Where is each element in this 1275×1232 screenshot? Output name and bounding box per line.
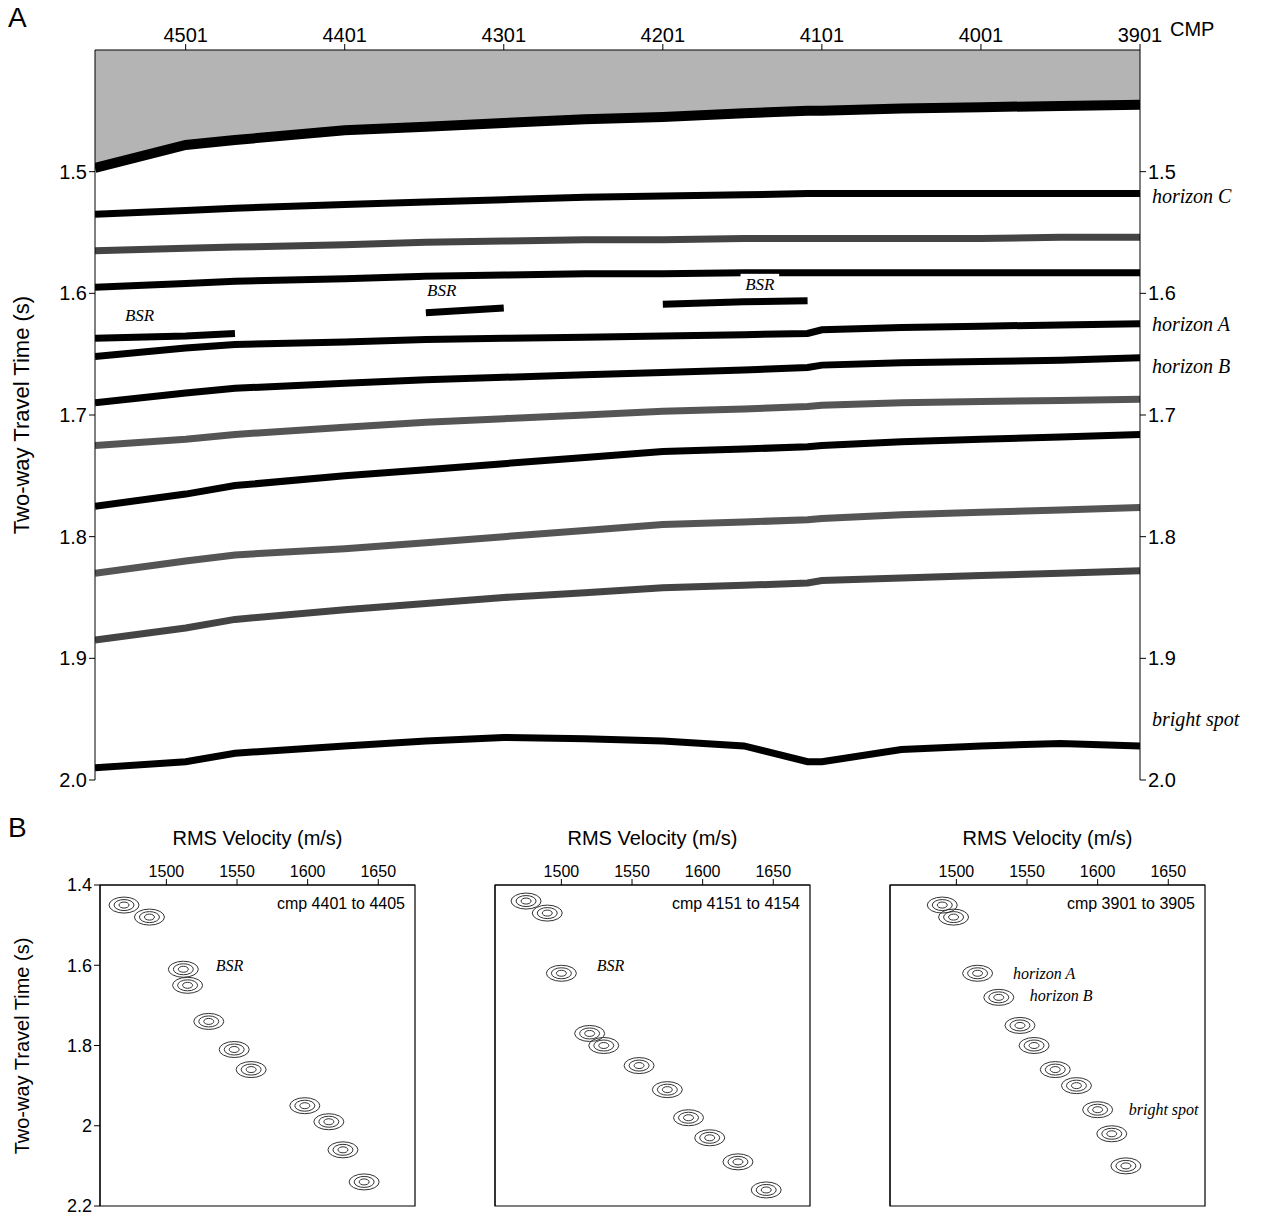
svg-text:1.5: 1.5	[1148, 161, 1176, 183]
svg-text:4201: 4201	[641, 24, 686, 46]
svg-text:bright spot: bright spot	[1152, 708, 1240, 731]
svg-text:cmp 3901 to 3905: cmp 3901 to 3905	[1067, 895, 1195, 912]
html-text:Two-way Travel Time (s): Two-way Travel Time (s)	[10, 937, 33, 1154]
svg-text:BSR: BSR	[745, 275, 775, 294]
svg-text:1.7: 1.7	[1148, 404, 1176, 426]
svg-text:1.8: 1.8	[1148, 526, 1176, 548]
svg-text:horizon A: horizon A	[1013, 965, 1076, 982]
svg-text:1500: 1500	[544, 863, 580, 880]
svg-text:1550: 1550	[1009, 863, 1045, 880]
html-text:CMP: CMP	[1170, 18, 1215, 40]
html-text:RMS Velocity (m/s): RMS Velocity (m/s)	[567, 827, 738, 849]
svg-text:1.8: 1.8	[67, 1036, 92, 1056]
svg-text:cmp 4401 to 4405: cmp 4401 to 4405	[277, 895, 405, 912]
svg-text:bright spot: bright spot	[1129, 1101, 1199, 1119]
svg-text:4001: 4001	[959, 24, 1004, 46]
svg-text:2.0: 2.0	[59, 769, 87, 791]
svg-text:1500: 1500	[149, 863, 185, 880]
svg-text:4101: 4101	[800, 24, 845, 46]
svg-text:1650: 1650	[360, 863, 396, 880]
html-text:RMS Velocity (m/s): RMS Velocity (m/s)	[962, 827, 1133, 849]
svg-text:1.8: 1.8	[59, 526, 87, 548]
svg-text:BSR: BSR	[427, 281, 457, 300]
svg-text:BSR: BSR	[125, 306, 155, 325]
html-text:A: A	[8, 2, 27, 33]
svg-text:3901: 3901	[1118, 24, 1163, 46]
svg-text:cmp 4151 to 4154: cmp 4151 to 4154	[672, 895, 800, 912]
svg-text:1550: 1550	[219, 863, 255, 880]
svg-text:1.6: 1.6	[1148, 282, 1176, 304]
html-text:B: B	[8, 812, 27, 843]
svg-text:4401: 4401	[322, 24, 367, 46]
svg-text:1.9: 1.9	[1148, 647, 1176, 669]
svg-text:2.0: 2.0	[1148, 769, 1176, 791]
svg-text:1600: 1600	[1080, 863, 1116, 880]
svg-text:horizon C: horizon C	[1152, 185, 1232, 207]
svg-text:2.2: 2.2	[67, 1196, 92, 1216]
svg-text:BSR: BSR	[597, 957, 625, 974]
svg-text:1.7: 1.7	[59, 404, 87, 426]
svg-text:horizon B: horizon B	[1030, 987, 1093, 1004]
html-text:RMS Velocity (m/s): RMS Velocity (m/s)	[172, 827, 343, 849]
svg-text:1.5: 1.5	[59, 161, 87, 183]
svg-text:4301: 4301	[482, 24, 527, 46]
svg-text:1500: 1500	[939, 863, 975, 880]
html-text:Two-way Travel Time (s): Two-way Travel Time (s)	[9, 295, 34, 535]
svg-text:4501: 4501	[163, 24, 208, 46]
svg-text:1.4: 1.4	[67, 875, 92, 895]
svg-text:1.9: 1.9	[59, 647, 87, 669]
svg-text:1.6: 1.6	[67, 956, 92, 976]
svg-text:1600: 1600	[685, 863, 721, 880]
svg-text:2: 2	[82, 1116, 92, 1136]
svg-text:1650: 1650	[1150, 863, 1186, 880]
svg-text:BSR: BSR	[216, 957, 244, 974]
svg-text:horizon A: horizon A	[1152, 313, 1231, 335]
svg-text:1.6: 1.6	[59, 282, 87, 304]
svg-text:horizon B: horizon B	[1152, 355, 1230, 377]
svg-text:1600: 1600	[290, 863, 326, 880]
svg-text:1650: 1650	[755, 863, 791, 880]
svg-text:1550: 1550	[614, 863, 650, 880]
